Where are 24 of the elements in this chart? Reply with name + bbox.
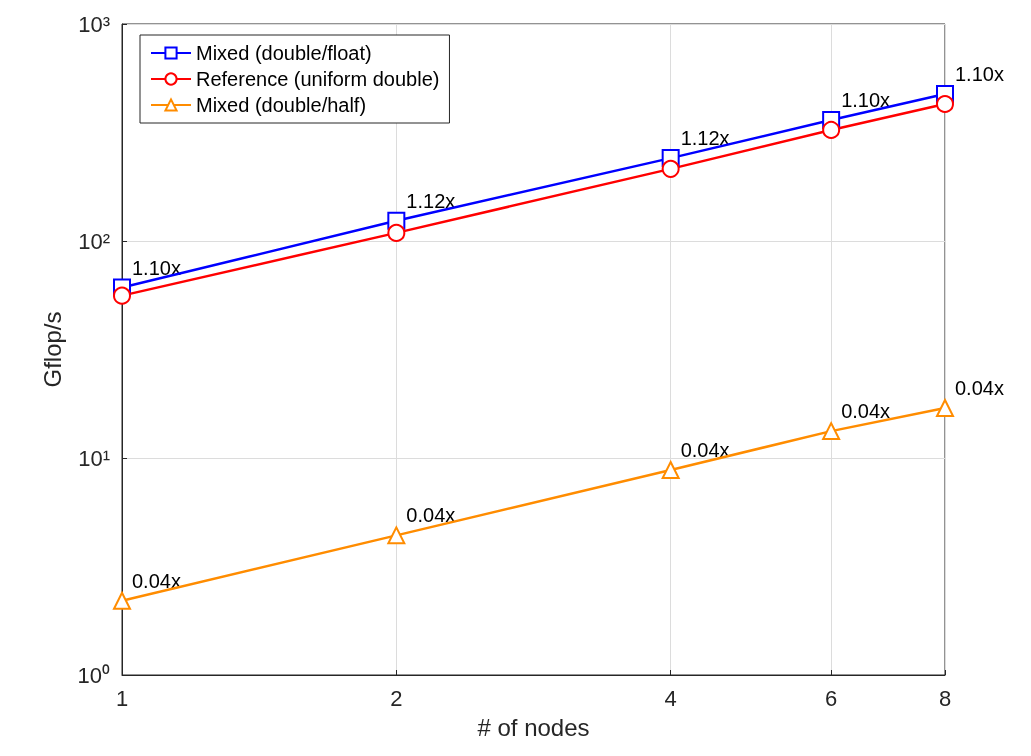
x-tick-label: 1 (115, 685, 129, 711)
y-tick-label: 10⁰ (77, 662, 110, 688)
legend-label: Reference (uniform double) (196, 68, 440, 90)
annotation: 0.04x (841, 400, 891, 423)
y-tick-label: 10³ (78, 11, 110, 37)
x-axis-title: # of nodes (477, 713, 590, 741)
y-tick-label: 10¹ (78, 445, 110, 471)
annotation: 1.10x (132, 256, 181, 279)
annotation: 0.04x (132, 569, 181, 592)
annotation: 0.04x (406, 504, 456, 527)
annotation: 1.12x (680, 127, 730, 150)
y-tick-label: 10² (78, 228, 110, 254)
annotation: 1.10x (955, 62, 1004, 85)
legend-label: Mixed (double/float) (196, 42, 372, 64)
annotation: 0.04x (680, 439, 730, 462)
annotation: 1.10x (841, 89, 891, 112)
x-tick-label: 2 (390, 685, 403, 711)
annotation: 0.04x (955, 376, 1004, 399)
legend-label: Mixed (double/half) (196, 94, 367, 116)
x-tick-label: 8 (938, 685, 952, 711)
x-tick-label: 4 (664, 685, 677, 711)
annotation: 1.12x (406, 189, 456, 212)
y-axis-title: Gflop/s (38, 311, 66, 388)
x-tick-label: 6 (825, 685, 838, 711)
